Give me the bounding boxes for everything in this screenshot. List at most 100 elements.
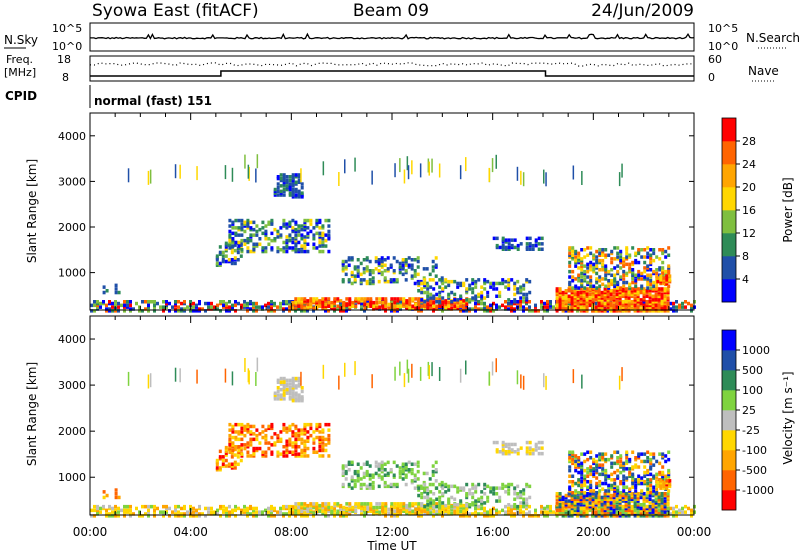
power-cell xyxy=(583,286,587,290)
power-cell xyxy=(537,242,541,246)
velocity-cell xyxy=(646,459,650,464)
velocity-cell xyxy=(663,510,667,514)
velocity-cell xyxy=(354,502,358,506)
velocity-cell xyxy=(117,506,120,511)
velocity-cell xyxy=(665,480,669,485)
velocity-cell xyxy=(129,504,132,509)
velocity-cell xyxy=(573,512,577,516)
velocity-cell xyxy=(633,503,637,507)
power-cell xyxy=(348,302,352,307)
power-cell xyxy=(549,303,552,308)
power-cell xyxy=(582,296,586,300)
velocity-cell xyxy=(498,510,501,514)
power-cell xyxy=(300,297,304,301)
velocity-cell xyxy=(594,512,598,516)
velocity-cell xyxy=(153,504,156,509)
power-cell xyxy=(637,251,641,256)
power-cell xyxy=(224,241,228,246)
power-cell xyxy=(600,294,604,298)
velocity-cell xyxy=(580,467,584,471)
power-cell xyxy=(579,303,582,308)
power-cell xyxy=(221,258,225,262)
power-cell xyxy=(642,294,646,298)
power-cell xyxy=(390,309,393,313)
power-cell xyxy=(604,255,608,259)
power-cell xyxy=(431,269,435,273)
velocity-cell xyxy=(453,484,457,489)
power-cell xyxy=(658,257,662,261)
power-cell xyxy=(663,309,667,313)
velocity-cell xyxy=(522,510,525,514)
power-cell xyxy=(117,309,120,313)
velocity-cell xyxy=(637,452,641,456)
velocity-cell xyxy=(598,457,602,462)
velocity-cell xyxy=(616,491,620,495)
freq-left-label-2: [MHz] xyxy=(4,66,36,79)
power-cell xyxy=(631,246,635,250)
power-cell xyxy=(282,240,286,245)
power-cell xyxy=(393,297,397,301)
power-cell xyxy=(221,250,225,255)
power-cell xyxy=(501,281,505,286)
velocity-cell xyxy=(571,450,575,454)
power-cell xyxy=(93,309,96,313)
velocity-cell xyxy=(375,502,379,506)
velocity-cell xyxy=(631,476,635,480)
power-cell xyxy=(571,255,575,259)
power-cell xyxy=(567,287,571,291)
power-cell xyxy=(144,307,147,311)
velocity-cell xyxy=(646,450,650,454)
power-cell xyxy=(377,279,381,284)
velocity-cell xyxy=(291,380,295,384)
power-cell xyxy=(661,248,665,252)
velocity-cell xyxy=(359,484,363,489)
velocity-cell xyxy=(381,502,385,506)
velocity-cell xyxy=(359,477,363,481)
velocity-cell xyxy=(610,478,614,482)
power-cell xyxy=(177,305,180,309)
velocity-cell xyxy=(576,499,580,503)
velocity-cell xyxy=(624,497,628,501)
velocity-cell xyxy=(264,450,268,454)
velocity-cell xyxy=(507,482,511,487)
power-cell xyxy=(174,307,177,311)
power-cell xyxy=(183,307,186,311)
power-cell xyxy=(399,307,402,311)
power-cell xyxy=(375,304,379,308)
power-cell xyxy=(393,300,397,305)
velocity-cell xyxy=(585,497,589,501)
velocity-cell xyxy=(604,452,608,456)
power-cell xyxy=(568,260,572,265)
power-cell xyxy=(404,258,408,262)
velocity-cell xyxy=(270,450,274,454)
velocity-cell xyxy=(663,506,667,511)
power-cell xyxy=(618,301,622,306)
power-cell xyxy=(582,305,586,309)
power-streak xyxy=(338,172,340,186)
power-cell xyxy=(582,301,586,306)
power-cell xyxy=(576,300,579,304)
velocity-cell xyxy=(483,506,486,511)
power-cell xyxy=(450,290,454,295)
velocity-cell xyxy=(285,506,288,511)
power-cell xyxy=(601,277,605,281)
power-cell xyxy=(592,269,596,274)
power-cell xyxy=(606,296,610,300)
velocity-streak xyxy=(196,369,198,384)
velocity-cell xyxy=(486,495,490,500)
power-cell xyxy=(129,300,132,304)
velocity-cell xyxy=(501,482,505,487)
power-cell xyxy=(555,300,559,304)
power-cell xyxy=(291,303,294,308)
velocity-cell xyxy=(630,508,634,513)
power-cell xyxy=(573,300,577,304)
power-cell xyxy=(574,264,578,268)
power-cell xyxy=(258,305,261,309)
power-cell xyxy=(592,268,596,272)
power-cell xyxy=(297,249,301,254)
power-cell xyxy=(483,279,487,284)
power-cell xyxy=(434,263,438,267)
power-cell xyxy=(105,307,108,311)
power-cell xyxy=(279,305,282,309)
power-cell xyxy=(577,266,581,270)
